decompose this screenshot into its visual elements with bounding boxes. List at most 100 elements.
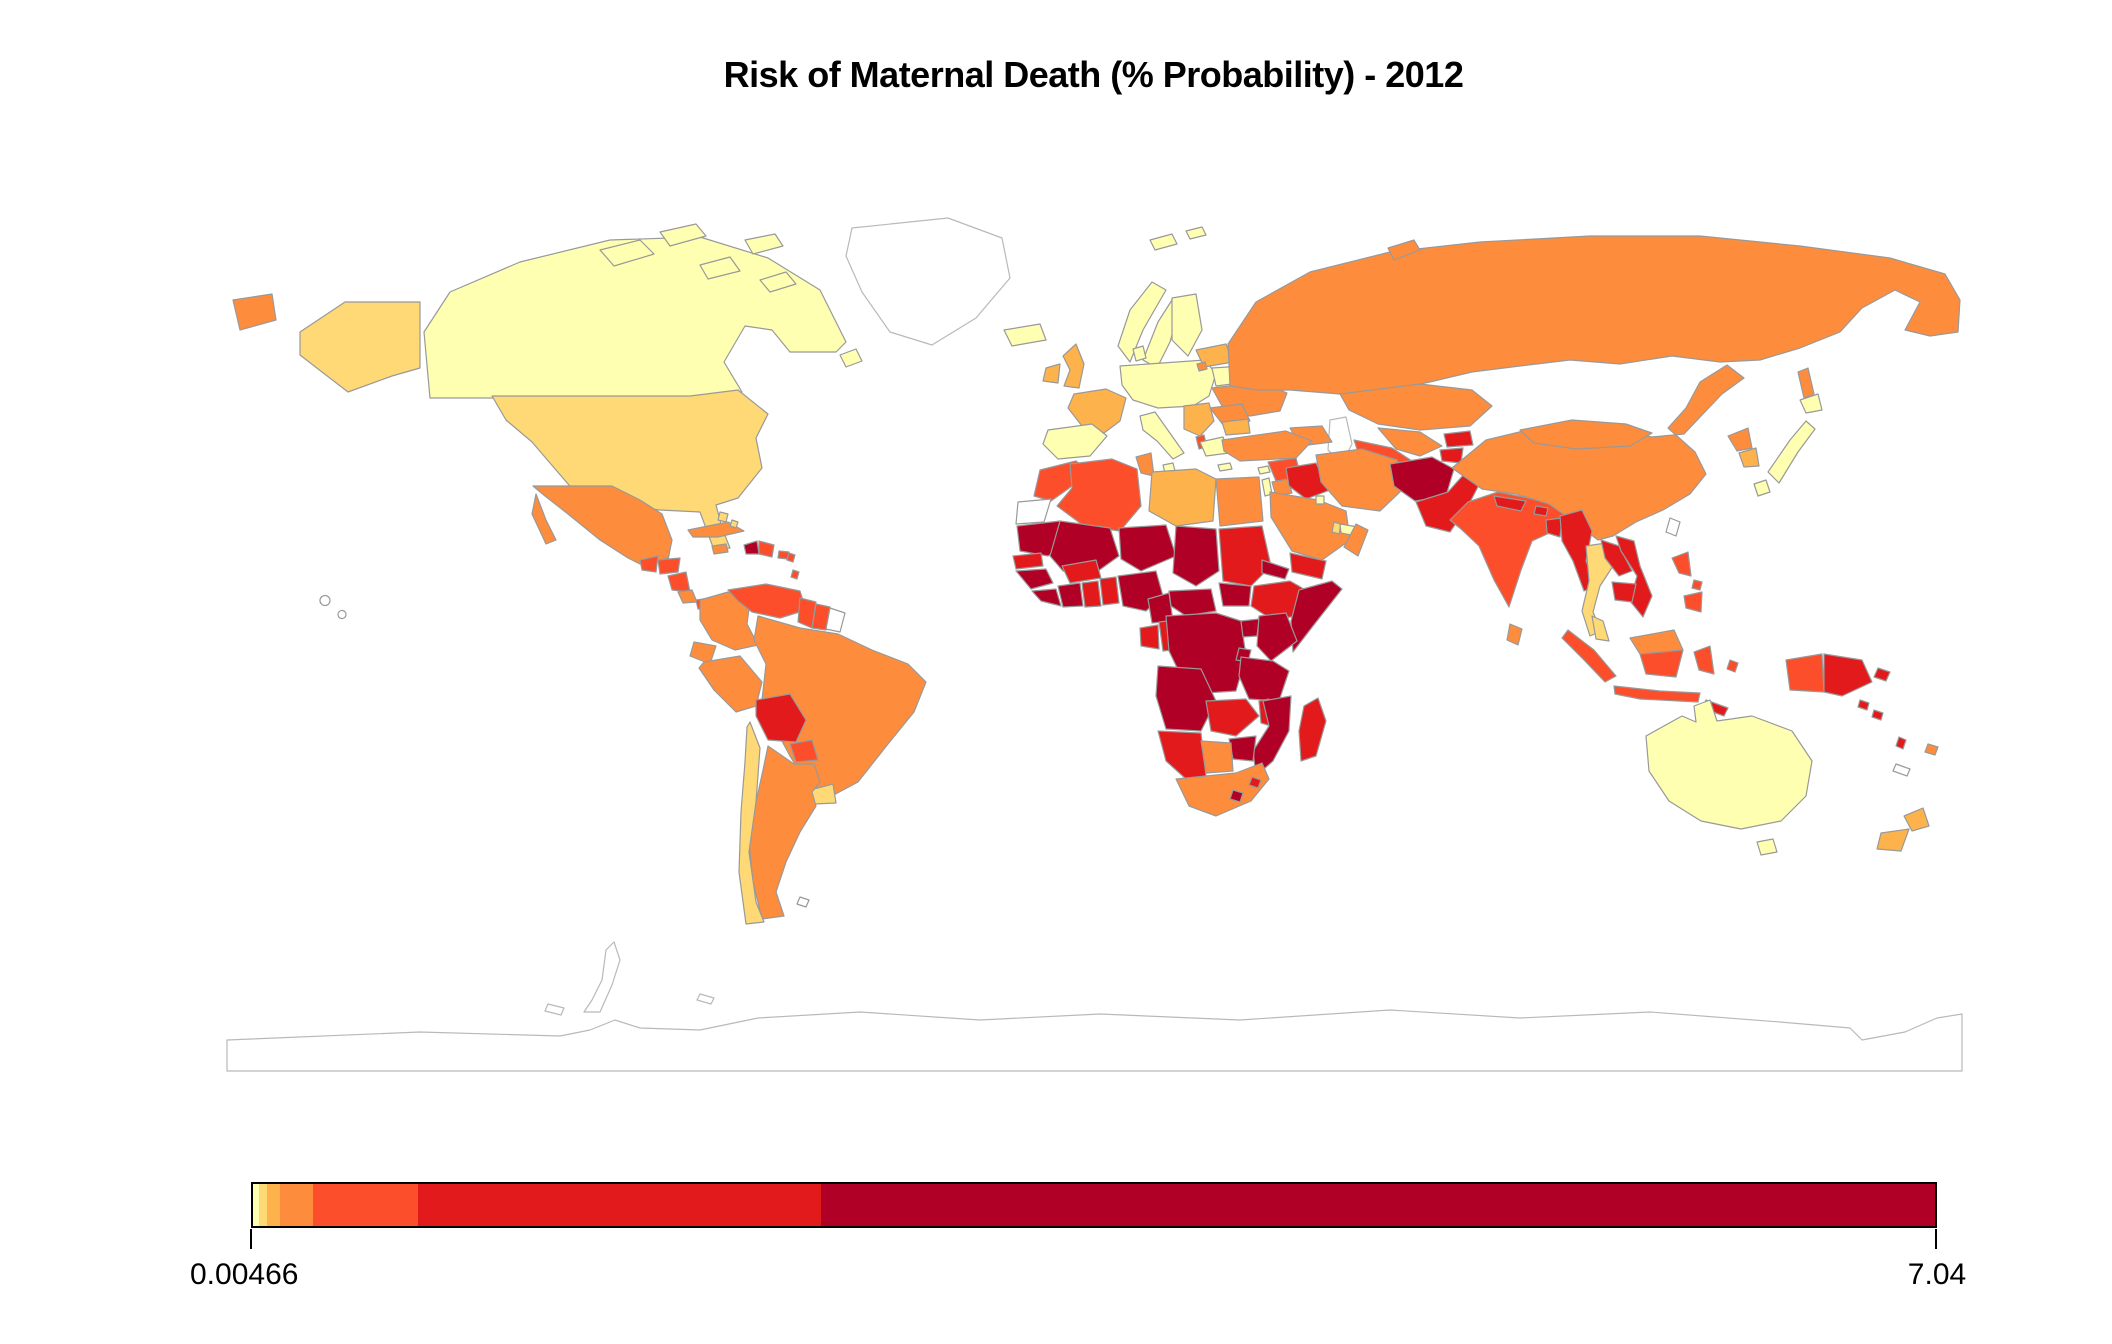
country-cambodia <box>1611 581 1637 603</box>
country-mongolia <box>1519 419 1653 450</box>
country-kazakhstan <box>1339 383 1493 431</box>
country-chad <box>1172 525 1220 587</box>
country-norway <box>1117 281 1167 363</box>
country-turkey <box>1221 430 1313 462</box>
country-eritrea <box>1261 559 1290 580</box>
island-java <box>1613 685 1701 703</box>
region-balkans <box>1183 402 1215 437</box>
island-new-caledonia <box>1892 763 1911 777</box>
country-guatemala <box>639 555 659 573</box>
country-south-sudan <box>1218 582 1252 607</box>
country-chile <box>738 721 765 925</box>
country-zimbabwe <box>1228 735 1257 762</box>
country-sierra-leone-liberia <box>1031 588 1062 607</box>
country-nepal <box>1493 495 1527 512</box>
country-japan <box>1767 420 1816 484</box>
country-libya <box>1148 468 1217 527</box>
island-sumatra <box>1561 629 1617 683</box>
country-vietnam <box>1615 535 1653 618</box>
island-crete <box>1217 462 1233 472</box>
country-south-korea <box>1738 447 1760 468</box>
legend-max-label: 7.04 <box>1907 1258 1967 1291</box>
country-uk <box>1062 343 1085 389</box>
country-kaliningrad <box>1196 361 1208 372</box>
country-cote-divoire <box>1057 582 1084 608</box>
island-sulawesi <box>1693 645 1715 675</box>
country-botswana <box>1200 740 1234 774</box>
country-usa <box>491 389 769 551</box>
island-borneo-indonesia <box>1639 649 1684 678</box>
country-car <box>1168 588 1217 617</box>
country-canada <box>423 236 847 399</box>
country-lesotho <box>1229 789 1244 803</box>
country-nicaragua <box>667 571 691 593</box>
country-papua-new-guinea <box>1823 653 1873 697</box>
island-vanuatu <box>1895 736 1907 750</box>
country-tanzania <box>1238 656 1290 702</box>
island-hawaii <box>337 609 347 620</box>
island-novaya-zemlya <box>1387 239 1421 261</box>
country-honduras <box>657 557 681 575</box>
country-italy <box>1139 411 1185 460</box>
country-namibia <box>1157 730 1207 780</box>
island-hawaii <box>319 594 331 607</box>
country-bahamas <box>729 519 739 529</box>
country-bahamas <box>717 511 729 523</box>
country-south-africa <box>1175 762 1270 817</box>
legend-segment <box>266 1184 280 1226</box>
legend-segment <box>312 1184 418 1226</box>
country-zambia <box>1205 698 1260 737</box>
island-papua-indonesia <box>1785 653 1825 693</box>
country-malaysia <box>1591 615 1610 642</box>
country-haiti <box>743 540 760 555</box>
island-hokkaido <box>1799 393 1823 414</box>
legend-segment <box>279 1184 313 1226</box>
antarctic-islet <box>544 1003 565 1016</box>
country-tajikistan <box>1439 447 1464 464</box>
legend-min-label: 0.00466 <box>190 1258 299 1291</box>
country-madagascar <box>1298 697 1327 762</box>
country-oman <box>1343 523 1369 557</box>
island-svalbard <box>1185 226 1207 240</box>
country-france <box>1067 388 1127 434</box>
island-falklands <box>796 896 810 908</box>
country-tunisia <box>1135 452 1155 477</box>
country-egypt <box>1215 476 1264 527</box>
legend-segment <box>253 1184 260 1226</box>
country-argentina <box>748 745 821 920</box>
country-sri-lanka <box>1506 623 1523 646</box>
country-pakistan <box>1415 471 1483 533</box>
country-gabon <box>1139 624 1160 650</box>
country-angola <box>1155 665 1217 732</box>
island-solomon <box>1871 709 1884 721</box>
country-sudan <box>1218 525 1272 587</box>
country-alaska <box>299 301 421 393</box>
country-russia-chukotka <box>232 293 277 331</box>
country-canada-arctic <box>759 271 797 293</box>
island-visayas <box>1691 579 1703 591</box>
legend-tick-max <box>1935 1229 1937 1249</box>
country-new-zealand-south <box>1876 828 1910 852</box>
legend-segment <box>417 1184 821 1226</box>
island-luzon <box>1671 551 1692 577</box>
country-costa-rica <box>677 589 698 604</box>
antarctica-group <box>226 941 1963 1072</box>
country-uzbekistan <box>1377 427 1443 457</box>
country-peru <box>698 655 763 713</box>
country-senegal <box>1012 552 1044 570</box>
country-western-sahara <box>1015 498 1052 525</box>
island-lesser-antilles <box>790 569 800 580</box>
antarctic-islet <box>696 993 715 1005</box>
legend-tick-min <box>250 1229 252 1249</box>
antarctic-peninsula <box>583 941 621 1013</box>
country-bulgaria <box>1221 418 1251 436</box>
island-lesser-antilles <box>786 552 796 563</box>
country-kenya <box>1256 612 1298 662</box>
legend-segment <box>259 1184 267 1226</box>
island-tasmania <box>1756 838 1778 856</box>
country-burkina-faso <box>1061 559 1102 584</box>
country-newfoundland <box>839 348 863 368</box>
country-mexico-baja <box>531 493 557 545</box>
country-new-zealand-north <box>1903 807 1930 832</box>
